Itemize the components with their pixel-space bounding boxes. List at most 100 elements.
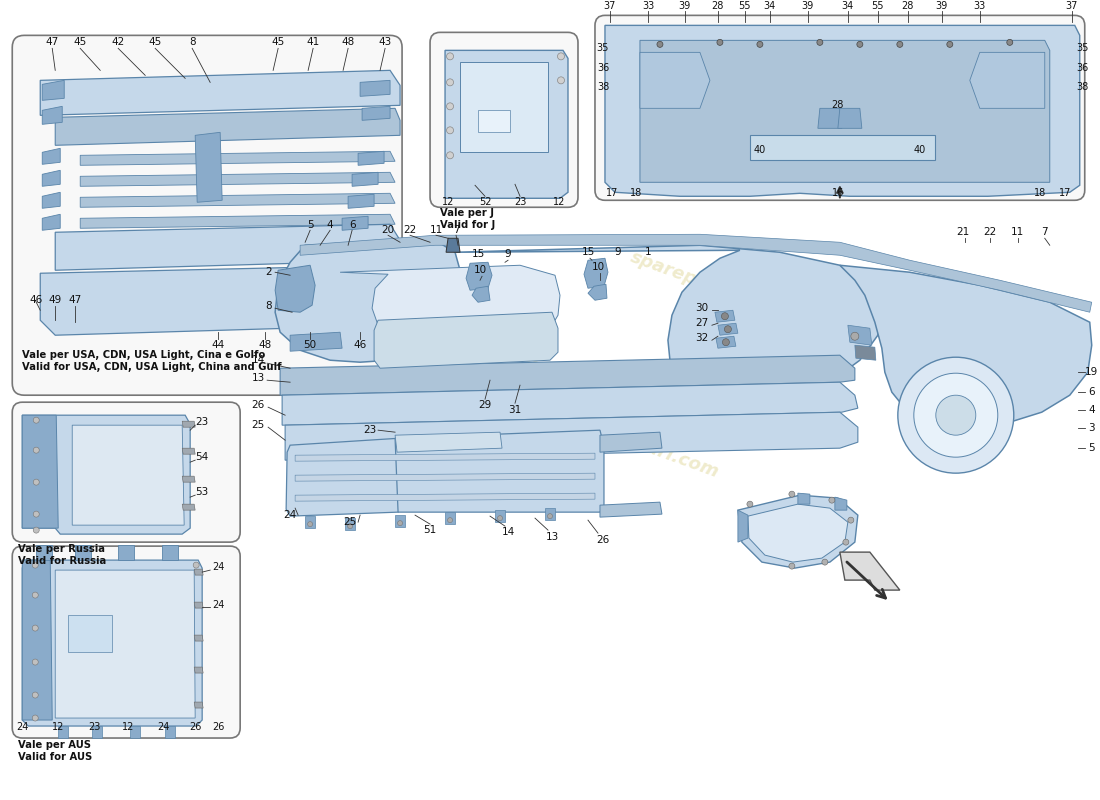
Polygon shape bbox=[460, 62, 548, 152]
Polygon shape bbox=[738, 495, 858, 568]
Text: 4: 4 bbox=[327, 220, 333, 230]
Text: 22: 22 bbox=[983, 227, 997, 238]
Text: 26: 26 bbox=[189, 722, 201, 732]
Polygon shape bbox=[73, 425, 184, 525]
Text: 12: 12 bbox=[122, 722, 134, 732]
Circle shape bbox=[447, 152, 453, 159]
Text: 43: 43 bbox=[378, 38, 392, 47]
Circle shape bbox=[447, 53, 453, 60]
Text: sparepartsforferrari.com: sparepartsforferrari.com bbox=[298, 269, 542, 372]
Circle shape bbox=[789, 563, 795, 569]
Text: 17: 17 bbox=[1058, 188, 1071, 198]
Text: 39: 39 bbox=[679, 2, 691, 11]
Circle shape bbox=[722, 313, 728, 320]
Text: 38: 38 bbox=[1077, 82, 1089, 92]
Text: 26: 26 bbox=[596, 535, 609, 545]
Polygon shape bbox=[80, 172, 395, 186]
Text: 13: 13 bbox=[546, 532, 559, 542]
Text: 10: 10 bbox=[473, 266, 486, 275]
Text: 34: 34 bbox=[763, 2, 776, 11]
Text: 12: 12 bbox=[52, 722, 65, 732]
Circle shape bbox=[447, 127, 453, 134]
Circle shape bbox=[843, 539, 849, 545]
Text: 7: 7 bbox=[453, 226, 460, 235]
Circle shape bbox=[848, 517, 854, 523]
Polygon shape bbox=[42, 192, 60, 208]
Text: 41: 41 bbox=[307, 38, 320, 47]
Circle shape bbox=[789, 491, 795, 497]
Circle shape bbox=[747, 501, 752, 507]
Polygon shape bbox=[840, 552, 900, 590]
Polygon shape bbox=[183, 448, 195, 454]
Polygon shape bbox=[738, 510, 748, 542]
Polygon shape bbox=[718, 323, 738, 335]
Polygon shape bbox=[22, 415, 58, 528]
Circle shape bbox=[829, 497, 835, 503]
Polygon shape bbox=[455, 246, 880, 395]
Text: 24: 24 bbox=[212, 562, 224, 572]
Polygon shape bbox=[42, 214, 60, 230]
Circle shape bbox=[851, 332, 859, 340]
Polygon shape bbox=[300, 234, 1091, 312]
Polygon shape bbox=[640, 52, 710, 108]
Circle shape bbox=[1006, 39, 1013, 46]
Circle shape bbox=[857, 42, 862, 47]
Text: 45: 45 bbox=[148, 38, 162, 47]
Polygon shape bbox=[345, 518, 355, 530]
Polygon shape bbox=[798, 493, 810, 504]
Circle shape bbox=[33, 479, 40, 485]
Text: 46: 46 bbox=[29, 295, 42, 306]
Circle shape bbox=[448, 518, 452, 522]
Polygon shape bbox=[818, 108, 842, 128]
Circle shape bbox=[558, 77, 564, 84]
Circle shape bbox=[447, 103, 453, 110]
Polygon shape bbox=[446, 50, 568, 198]
Polygon shape bbox=[282, 382, 858, 425]
Text: 40: 40 bbox=[754, 146, 766, 155]
Text: 16: 16 bbox=[832, 188, 844, 198]
Text: 1: 1 bbox=[645, 247, 651, 258]
FancyBboxPatch shape bbox=[12, 35, 403, 395]
Circle shape bbox=[33, 417, 40, 423]
Polygon shape bbox=[183, 421, 195, 427]
Polygon shape bbox=[80, 151, 395, 166]
Text: 50: 50 bbox=[304, 340, 317, 350]
Text: 30: 30 bbox=[695, 303, 708, 314]
Text: 11: 11 bbox=[1011, 227, 1024, 238]
Text: 2: 2 bbox=[265, 267, 272, 278]
Circle shape bbox=[947, 42, 953, 47]
Text: 44: 44 bbox=[211, 340, 224, 350]
Polygon shape bbox=[285, 412, 858, 460]
Polygon shape bbox=[80, 214, 395, 228]
Text: 4: 4 bbox=[1088, 405, 1096, 415]
Text: 45: 45 bbox=[272, 38, 285, 47]
Text: 39: 39 bbox=[936, 2, 948, 11]
Polygon shape bbox=[305, 516, 315, 528]
Polygon shape bbox=[280, 355, 855, 395]
Polygon shape bbox=[478, 110, 510, 132]
Text: 23: 23 bbox=[514, 198, 526, 207]
Text: 36: 36 bbox=[1077, 63, 1089, 74]
Polygon shape bbox=[42, 170, 60, 186]
Circle shape bbox=[757, 42, 763, 47]
Text: 5: 5 bbox=[1088, 443, 1096, 453]
Polygon shape bbox=[183, 476, 195, 482]
FancyBboxPatch shape bbox=[595, 15, 1085, 200]
Text: 10: 10 bbox=[592, 262, 605, 272]
Text: 55: 55 bbox=[739, 2, 751, 11]
Polygon shape bbox=[162, 545, 178, 560]
Polygon shape bbox=[195, 132, 222, 202]
Polygon shape bbox=[55, 570, 195, 718]
Circle shape bbox=[725, 326, 732, 333]
Text: 38: 38 bbox=[597, 82, 609, 92]
Polygon shape bbox=[195, 569, 204, 575]
Text: 47: 47 bbox=[68, 295, 81, 306]
Polygon shape bbox=[600, 432, 662, 452]
Polygon shape bbox=[362, 106, 390, 120]
Text: Vale per USA, CDN, USA Light, Cina e Golfo
Valid for USA, CDN, USA Light, China : Vale per USA, CDN, USA Light, Cina e Gol… bbox=[22, 350, 282, 372]
Polygon shape bbox=[195, 602, 204, 608]
Text: 27: 27 bbox=[695, 318, 708, 328]
Text: 23: 23 bbox=[88, 722, 100, 732]
Circle shape bbox=[657, 42, 663, 47]
Polygon shape bbox=[395, 430, 604, 512]
